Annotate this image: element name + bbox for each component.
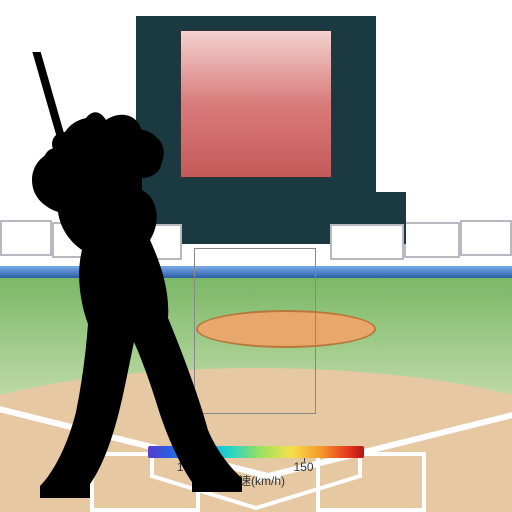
stand-block bbox=[330, 224, 404, 260]
stand-block bbox=[460, 220, 512, 256]
stand-block bbox=[404, 222, 460, 258]
pitch-chart-stage: 100 150 球速(km/h) bbox=[0, 0, 512, 512]
batter-silhouette bbox=[10, 52, 250, 512]
batter-box-line bbox=[422, 452, 426, 512]
legend-tick-mid: 150 bbox=[294, 460, 314, 474]
